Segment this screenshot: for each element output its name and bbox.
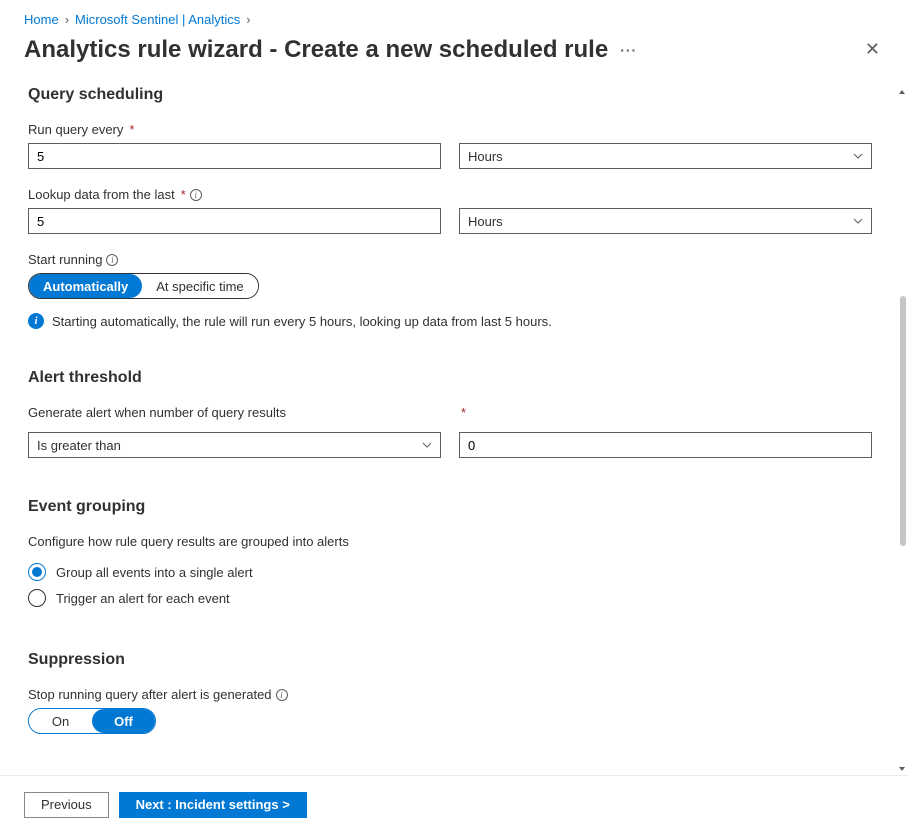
radio-label: Trigger an alert for each event	[56, 591, 230, 606]
start-running-toggle: Automatically At specific time	[28, 273, 259, 299]
page-title: Analytics rule wizard - Create a new sch…	[24, 36, 637, 64]
info-banner-text: Starting automatically, the rule will ru…	[52, 314, 552, 329]
header: Analytics rule wizard - Create a new sch…	[0, 35, 908, 80]
section-event-grouping: Event grouping Configure how rule query …	[28, 498, 872, 611]
label-start-running: Start running i	[28, 252, 872, 267]
run-every-value-input[interactable]	[28, 143, 441, 169]
section-title-suppression: Suppression	[28, 651, 872, 669]
info-icon[interactable]: i	[276, 689, 288, 701]
section-suppression: Suppression Stop running query after ale…	[28, 651, 872, 734]
scroll-up-icon[interactable]	[896, 86, 908, 98]
next-button[interactable]: Next : Incident settings >	[119, 792, 307, 818]
radio-icon	[28, 589, 46, 607]
close-icon[interactable]: ✕	[861, 35, 884, 64]
required-indicator: *	[461, 405, 466, 420]
grouping-description: Configure how rule query results are gro…	[28, 534, 872, 549]
breadcrumb-sentinel[interactable]: Microsoft Sentinel | Analytics	[75, 12, 240, 27]
wizard-footer: Previous Next : Incident settings >	[0, 775, 908, 833]
section-alert-threshold: Alert threshold Generate alert when numb…	[28, 369, 872, 458]
suppression-toggle: On Off	[28, 708, 156, 734]
info-icon: i	[28, 313, 44, 329]
start-specific-option[interactable]: At specific time	[142, 274, 257, 298]
required-indicator: *	[129, 122, 134, 137]
scroll-thumb[interactable]	[900, 296, 906, 546]
scroll-down-icon[interactable]	[896, 763, 908, 775]
section-title-threshold: Alert threshold	[28, 369, 872, 387]
radio-label: Group all events into a single alert	[56, 565, 253, 580]
form-body: Query scheduling Run query every * Hours	[0, 86, 896, 775]
section-title-scheduling: Query scheduling	[28, 86, 872, 104]
section-title-grouping: Event grouping	[28, 498, 872, 516]
run-every-unit-select[interactable]: Hours	[459, 143, 872, 169]
breadcrumb-home[interactable]: Home	[24, 12, 59, 27]
radio-group-single[interactable]: Group all events into a single alert	[28, 559, 872, 585]
label-suppression: Stop running query after alert is genera…	[28, 687, 872, 702]
breadcrumb: Home › Microsoft Sentinel | Analytics ›	[0, 0, 908, 35]
suppression-off-option[interactable]: Off	[92, 709, 155, 733]
label-lookup: Lookup data from the last * i	[28, 187, 872, 202]
threshold-value-input[interactable]	[459, 432, 872, 458]
info-banner: i Starting automatically, the rule will …	[28, 313, 872, 329]
lookup-value-input[interactable]	[28, 208, 441, 234]
lookup-unit-select[interactable]: Hours	[459, 208, 872, 234]
more-actions-icon[interactable]: ···	[620, 42, 637, 58]
info-icon[interactable]: i	[190, 189, 202, 201]
radio-icon	[28, 563, 46, 581]
info-icon[interactable]: i	[106, 254, 118, 266]
chevron-right-icon: ›	[246, 12, 250, 27]
radio-group-each[interactable]: Trigger an alert for each event	[28, 585, 872, 611]
chevron-right-icon: ›	[65, 12, 69, 27]
label-threshold: Generate alert when number of query resu…	[28, 405, 441, 420]
threshold-operator-select[interactable]: Is greater than	[28, 432, 441, 458]
suppression-on-option[interactable]: On	[29, 709, 92, 733]
scrollbar[interactable]	[896, 86, 908, 775]
page-title-text: Analytics rule wizard - Create a new sch…	[24, 36, 608, 64]
previous-button[interactable]: Previous	[24, 792, 109, 818]
required-indicator: *	[181, 187, 186, 202]
section-query-scheduling: Query scheduling Run query every * Hours	[28, 86, 872, 329]
start-auto-option[interactable]: Automatically	[29, 274, 142, 298]
label-run-every: Run query every *	[28, 122, 872, 137]
